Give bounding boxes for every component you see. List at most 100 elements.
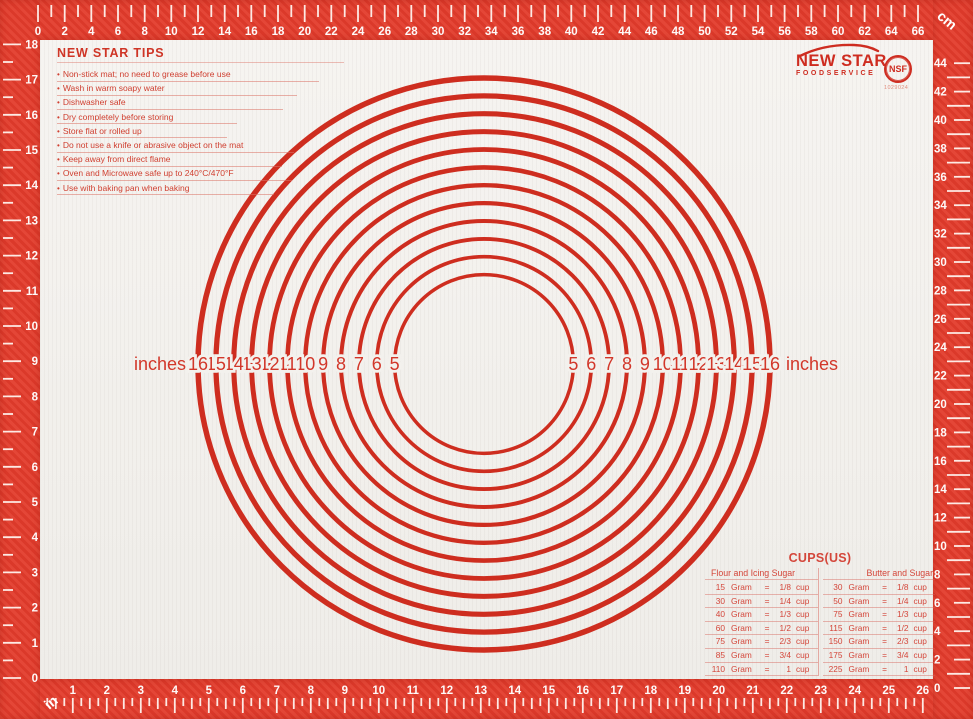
tip-item: • Keep away from direct flame: [57, 154, 282, 167]
tip-item: • Use with baking pan when baking: [57, 183, 274, 196]
bottom-ruler-number: 25: [882, 685, 895, 697]
top-ruler-number: 58: [805, 26, 818, 38]
right-ruler-number: 34: [934, 200, 947, 212]
gram-unit: Gram: [731, 649, 752, 660]
top-ruler-number: 30: [432, 26, 445, 38]
right-ruler-number: 32: [934, 229, 947, 241]
tip-text: Do not use a knife or abrasive object on…: [62, 139, 244, 150]
bottom-ruler-number: 7: [274, 685, 280, 697]
circle-5in: [392, 272, 576, 456]
bottom-ruler-number: 16: [576, 685, 589, 697]
cups-row: 30 Gram = 1/4 cup: [705, 595, 818, 609]
brand-area: NEW STAR FOODSERVICE: [796, 43, 936, 77]
gram-unit: Gram: [848, 636, 870, 647]
cup-fraction: 1/3: [896, 609, 909, 620]
cups-title: CUPS(US): [788, 551, 852, 565]
gram-unit: Gram: [848, 663, 870, 674]
left-ruler-number: 4: [32, 532, 39, 544]
bottom-ruler-number: 9: [342, 685, 348, 697]
grams-value: 15: [715, 582, 725, 592]
right-ruler-number: 2: [934, 655, 940, 667]
nsf-seal: NSF 1029024: [884, 55, 924, 91]
equals-sign: =: [882, 582, 887, 592]
circle-6in: [374, 254, 594, 474]
bottom-ruler-number: 14: [508, 685, 521, 697]
cup-fraction: 1/3: [779, 609, 791, 620]
grams-value: 30: [715, 595, 725, 606]
circle-diameter-label: 7: [354, 354, 364, 374]
circle-diameter-label: 11: [671, 354, 690, 374]
tip-item: • Store flat or rolled up: [57, 126, 227, 139]
inches-label-right: inches: [786, 354, 838, 374]
top-ruler-number: 22: [325, 26, 338, 38]
top-ruler-number: 18: [272, 26, 285, 38]
left-ruler-number: 10: [25, 321, 38, 333]
cup-fraction: 1/8: [779, 582, 791, 592]
cup-unit: cup: [796, 622, 810, 633]
cup-unit: cup: [913, 663, 927, 674]
top-ruler-number: 42: [592, 26, 605, 38]
cups-row: 30 Gram = 1/8 cup: [822, 581, 935, 595]
bullet-icon: •: [57, 112, 60, 122]
circle-diameter-label: 15: [742, 354, 762, 374]
cup-unit: cup: [796, 636, 810, 647]
bottom-ruler-number: 5: [206, 685, 213, 697]
circle-diameter-label: 8: [622, 354, 632, 374]
circle-15in: [213, 93, 755, 635]
cups-row: 150 Gram = 2/3 cup: [822, 635, 935, 649]
grams-value: 75: [833, 609, 843, 620]
left-ruler-number: 14: [25, 180, 38, 192]
cup-unit: cup: [913, 622, 927, 633]
top-ruler-number: 56: [778, 26, 791, 38]
circle-13in: [249, 129, 719, 599]
circle-diameter-label: 10: [653, 354, 673, 374]
left-ruler-number: 11: [26, 286, 39, 298]
left-ruler-number: 3: [32, 567, 38, 579]
cup-unit: cup: [796, 595, 810, 606]
bottom-ruler-number: 19: [678, 685, 691, 697]
equals-sign: =: [764, 609, 770, 620]
bottom-ruler-number: 26: [916, 685, 929, 697]
left-ruler-band: [0, 0, 40, 719]
cup-fraction: 2/3: [779, 636, 791, 647]
bullet-icon: •: [57, 126, 60, 136]
top-ruler: 0 2 4 6 8 10 12 14 16 18 20 22 24 26 28 30 32 34 36 38 40 42 4…: [35, 5, 960, 38]
cup-unit: cup: [796, 663, 810, 674]
bottom-ruler-number: 13: [474, 685, 487, 697]
cups-row: 225 Gram = 1 cup: [822, 663, 935, 677]
left-ruler-number: 16: [25, 110, 38, 122]
grams-value: 150: [828, 636, 843, 647]
gram-unit: Gram: [731, 636, 752, 647]
top-ruler-number: 0: [35, 26, 41, 38]
tip-text: Dishwasher safe: [62, 97, 126, 108]
tip-text: Wash in warm soapy water: [62, 83, 165, 94]
left-ruler-number: 0: [32, 673, 38, 685]
nsf-certification-number: 1029024: [884, 85, 909, 91]
equals-sign: =: [764, 663, 770, 674]
right-ruler-number: 10: [934, 541, 947, 553]
cup-unit: cup: [913, 595, 927, 606]
bottom-ruler-number: 15: [542, 685, 555, 697]
gram-unit: Gram: [731, 609, 752, 620]
top-ruler-number: 28: [405, 26, 418, 38]
tip-text: Non-stick mat; no need to grease before …: [62, 69, 231, 79]
bottom-ruler-number: 4: [172, 685, 179, 697]
circle-diameter-label: 16: [760, 354, 780, 374]
top-ruler-number: 44: [618, 26, 631, 38]
grams-value: 225: [828, 663, 843, 674]
circle-7in: [356, 236, 612, 492]
gram-unit: Gram: [848, 649, 870, 660]
gram-unit: Gram: [731, 622, 752, 633]
cups-row: 110 Gram = 1 cup: [705, 663, 818, 677]
cups-row: 15 Gram = 1/8 cup: [705, 581, 818, 595]
tip-item: • Dry completely before storing: [57, 112, 237, 125]
cm-unit-label: cm: [934, 8, 960, 33]
right-ruler-number: 42: [934, 87, 947, 99]
tip-text: Use with baking pan when baking: [62, 182, 190, 193]
bottom-ruler-number: 21: [746, 685, 759, 697]
circle-diameter-label: 16: [188, 354, 208, 374]
right-ruler-number: 38: [934, 143, 947, 155]
right-ruler-number: 4: [934, 626, 941, 638]
circle-12in: [267, 147, 701, 581]
